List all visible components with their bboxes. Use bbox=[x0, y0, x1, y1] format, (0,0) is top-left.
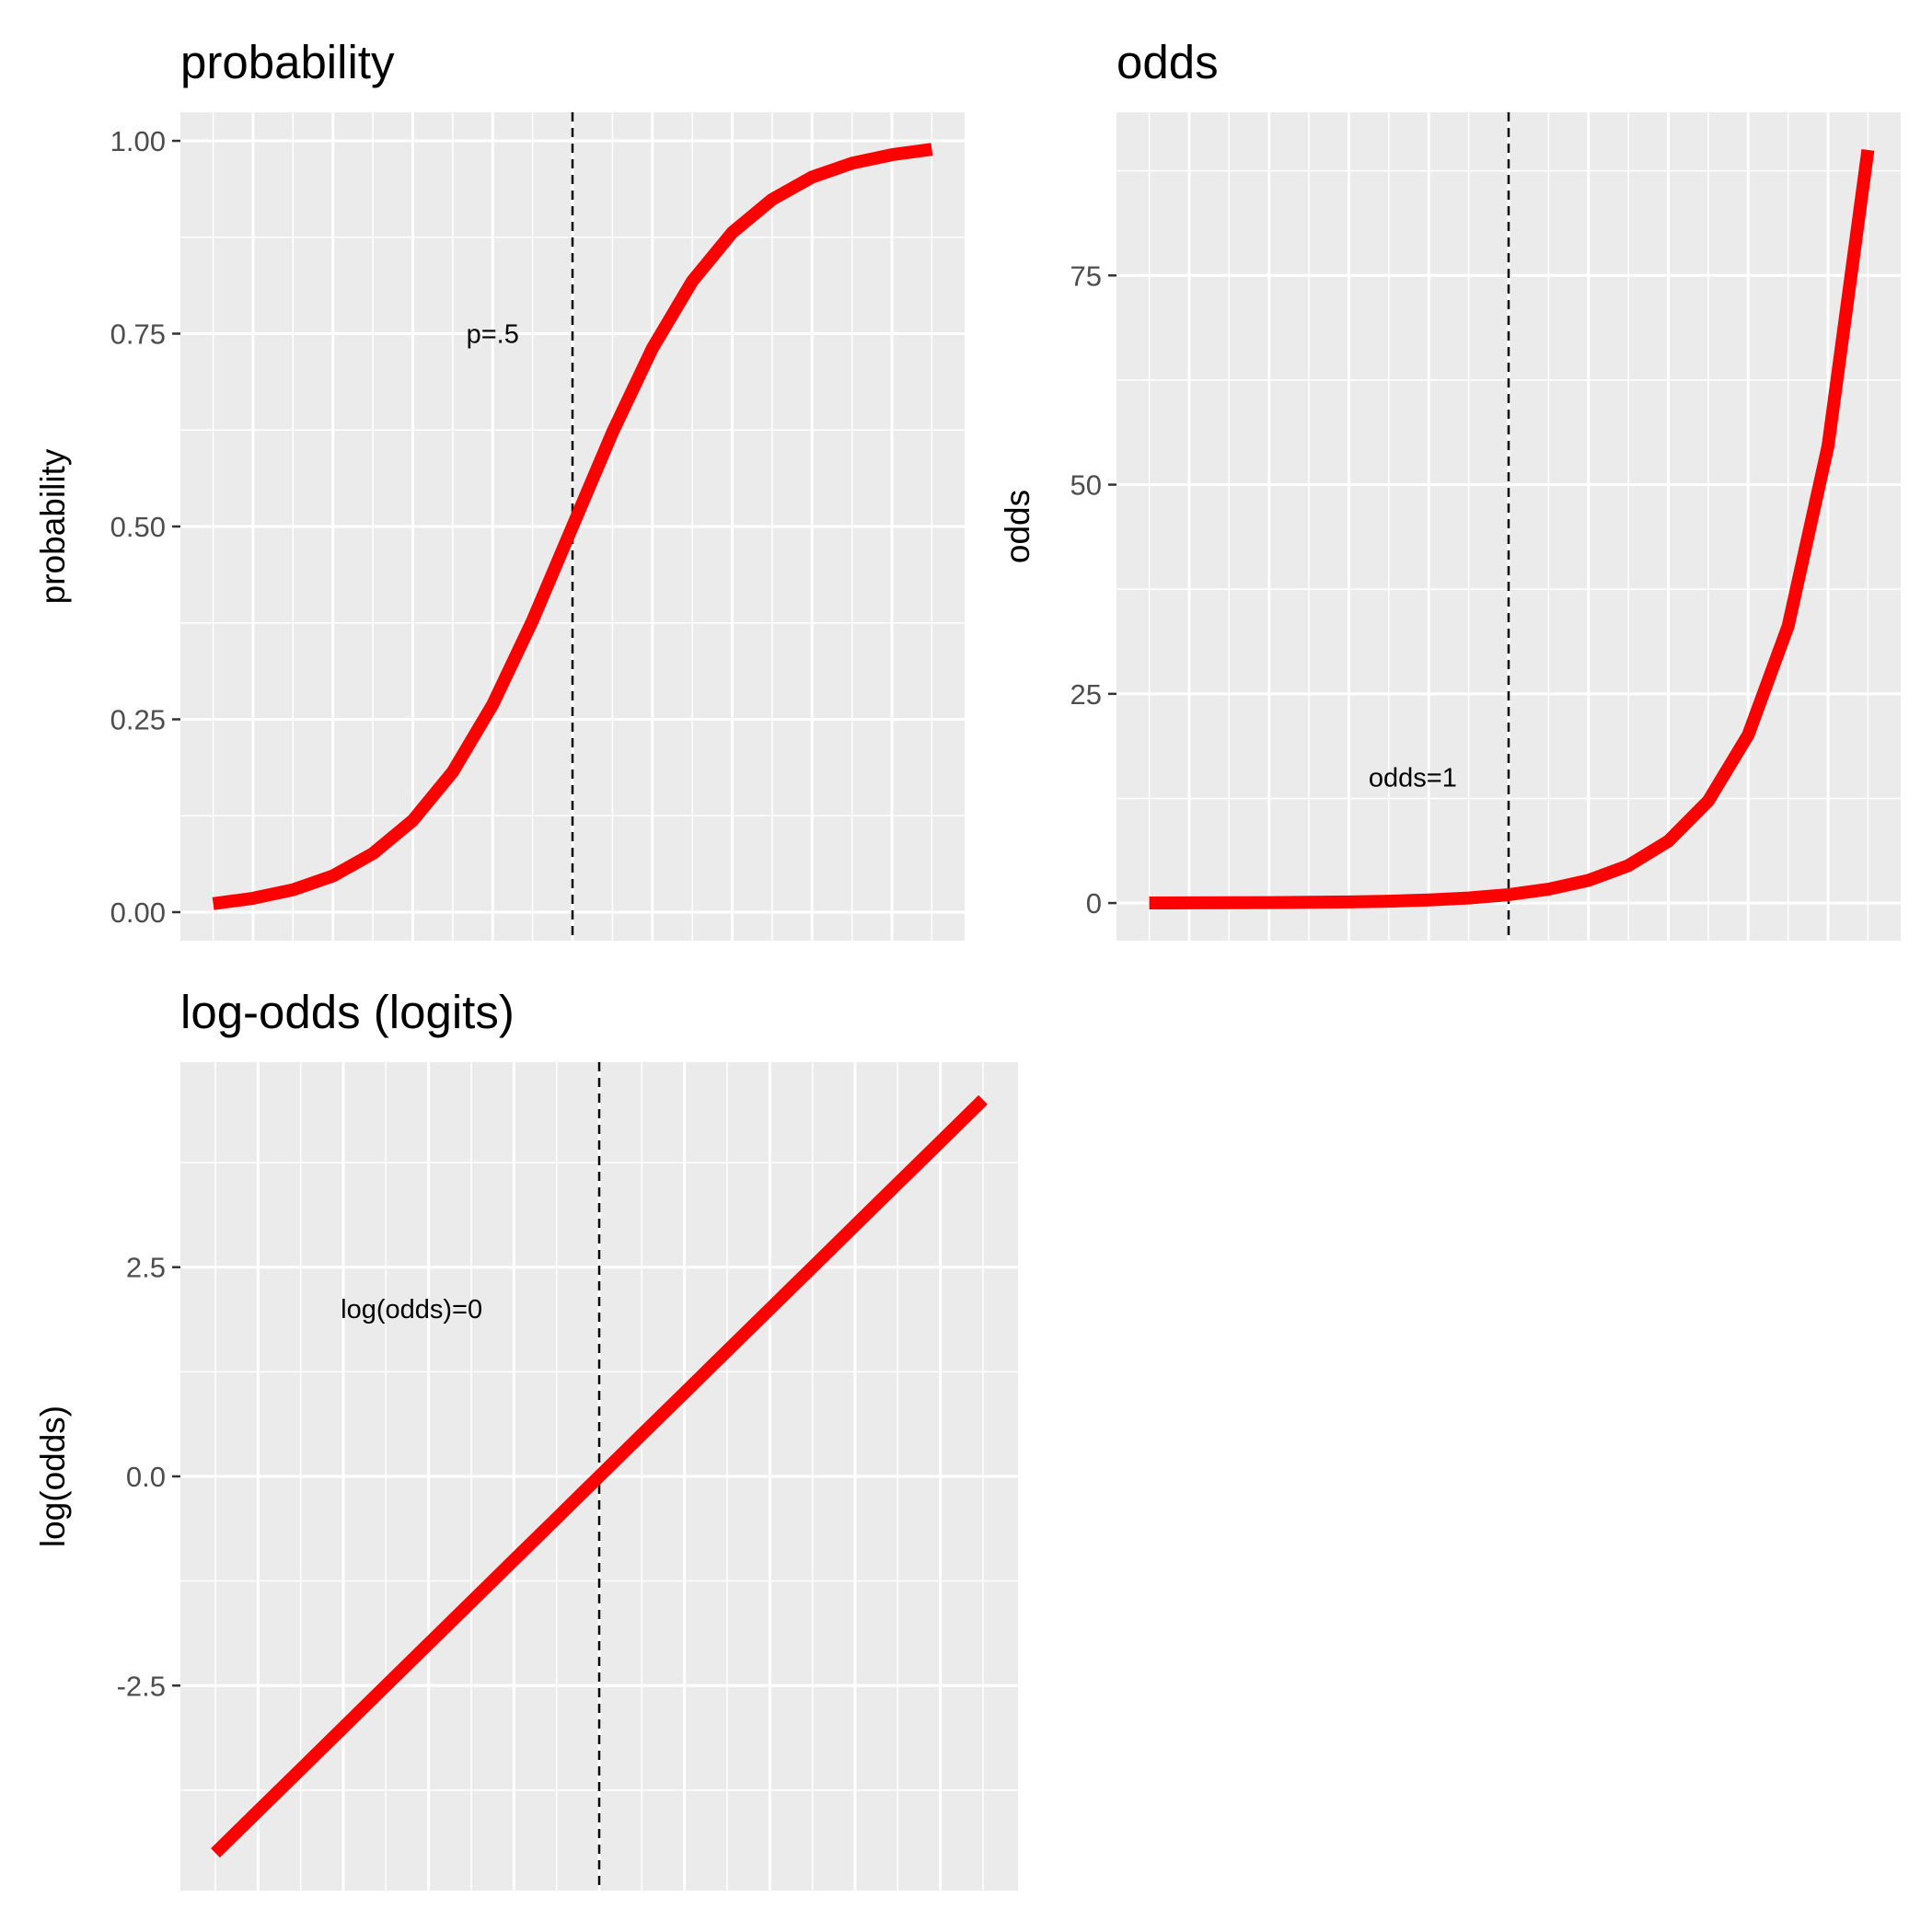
series-line bbox=[211, 1094, 988, 1858]
y-axis-label: odds bbox=[999, 490, 1036, 563]
y-tick-label: 75 bbox=[1070, 260, 1102, 292]
series-line bbox=[1149, 148, 1875, 909]
annotation-label: p=.5 bbox=[467, 320, 519, 350]
panel-title: odds bbox=[1116, 36, 1219, 88]
panel-3: -2.5 0.0 2.5 log(odds)=0 log-odds (logits) lo… bbox=[34, 986, 1018, 1891]
y-tick-label: 0.0 bbox=[126, 1461, 166, 1493]
y-tick-label: 25 bbox=[1070, 678, 1102, 711]
y-tick-label: 0.50 bbox=[110, 511, 166, 543]
panel-title: probability bbox=[180, 36, 395, 88]
y-axis-label: log(odds) bbox=[34, 1406, 72, 1547]
y-tick-label: 0.25 bbox=[110, 703, 166, 735]
y-tick-label: 0 bbox=[1086, 887, 1102, 920]
y-tick-label: 50 bbox=[1070, 469, 1102, 502]
series-line bbox=[212, 143, 933, 910]
y-tick-label: 2.5 bbox=[126, 1252, 166, 1284]
y-axis-label: probability bbox=[34, 448, 72, 604]
panel-title: log-odds (logits) bbox=[180, 986, 515, 1038]
panel-2: 0 25 50 75 odds=1 odds odds bbox=[999, 36, 1901, 941]
y-tick-label: -2.5 bbox=[117, 1670, 166, 1702]
annotation-label: odds=1 bbox=[1369, 764, 1457, 793]
y-tick-label: 1.00 bbox=[110, 125, 166, 157]
y-tick-label: 0.00 bbox=[110, 897, 166, 929]
annotation-label: log(odds)=0 bbox=[341, 1295, 482, 1325]
panel-1: 0.00 0.25 0.50 0.75 1.00 p=.5 probability proba… bbox=[34, 36, 965, 941]
y-tick-label: 0.75 bbox=[110, 318, 166, 351]
